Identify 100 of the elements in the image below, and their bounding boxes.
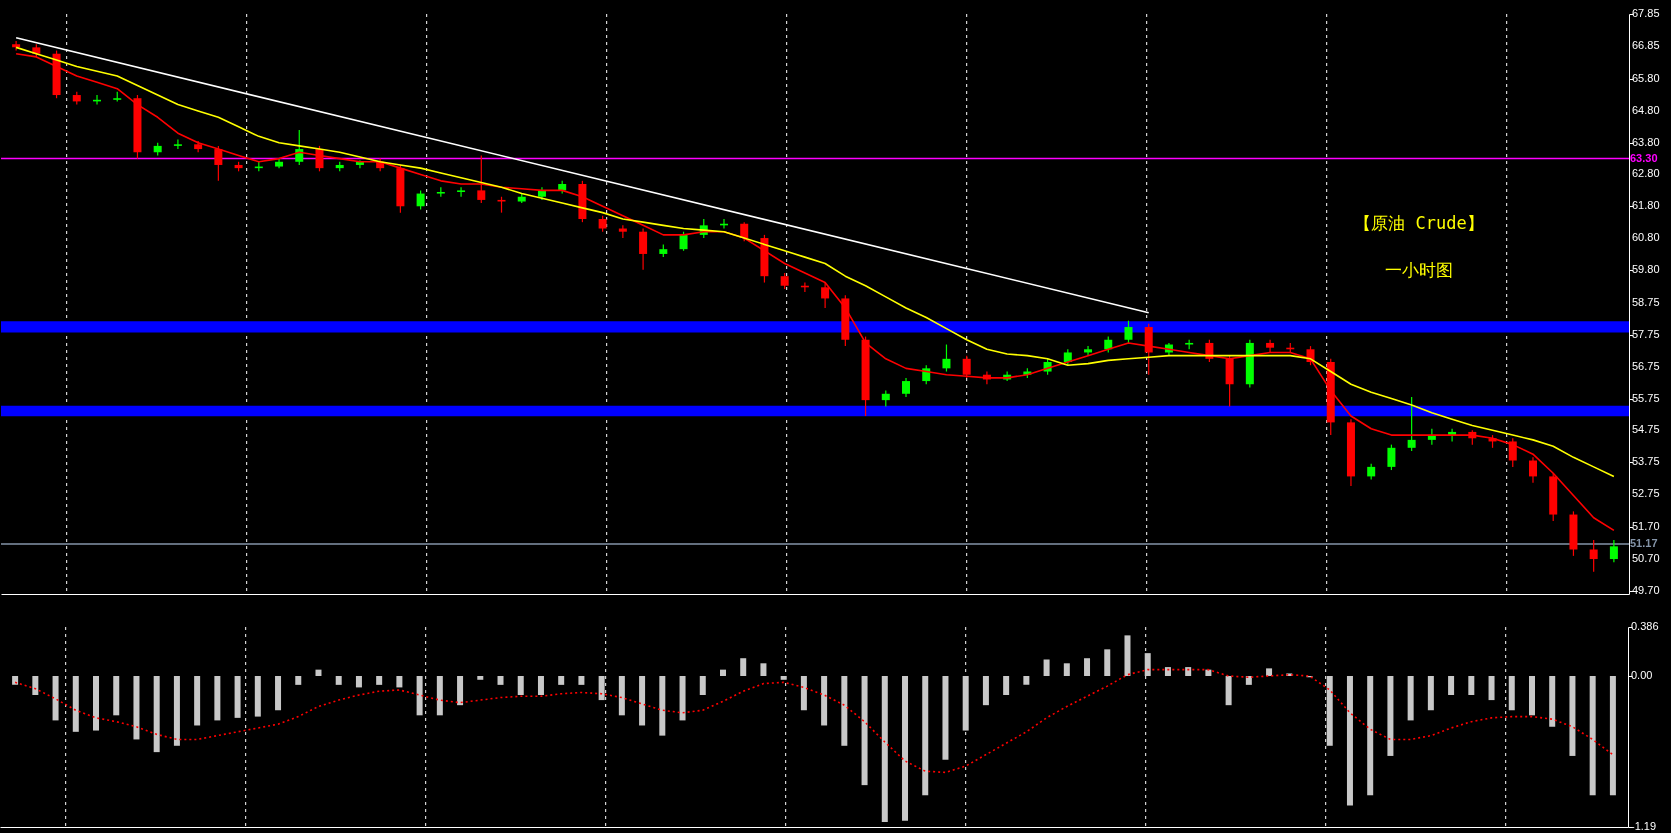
bar bbox=[1609, 675, 1616, 796]
bar bbox=[1205, 669, 1212, 676]
bar bbox=[1326, 675, 1333, 746]
bar bbox=[942, 675, 949, 760]
y-tick-label: 66.85 bbox=[1632, 38, 1660, 51]
bar bbox=[922, 675, 929, 796]
bar bbox=[902, 675, 909, 821]
bar bbox=[821, 675, 828, 726]
bar bbox=[1468, 675, 1475, 696]
bar bbox=[679, 675, 686, 721]
bar bbox=[578, 675, 585, 685]
bar bbox=[376, 675, 383, 685]
candlestick bbox=[1205, 339, 1214, 363]
bar bbox=[315, 669, 322, 676]
bar bbox=[1407, 675, 1414, 721]
bar bbox=[396, 675, 403, 688]
bar bbox=[32, 675, 39, 696]
bar bbox=[659, 675, 666, 736]
y-tick-label: 55.75 bbox=[1632, 391, 1660, 404]
y-tick-label: 0.386 bbox=[1631, 620, 1659, 632]
ref-line-label: 63.30 bbox=[1630, 151, 1658, 164]
bar bbox=[457, 675, 464, 706]
y-tick-label: 50.70 bbox=[1632, 552, 1660, 565]
y-tick-label: 64.80 bbox=[1632, 103, 1660, 116]
y-tick-label: 65.80 bbox=[1632, 72, 1660, 85]
bar bbox=[1387, 675, 1394, 756]
bar bbox=[234, 675, 241, 718]
bar bbox=[12, 675, 19, 685]
bar bbox=[1185, 667, 1192, 676]
bar bbox=[335, 675, 342, 685]
bar bbox=[254, 675, 261, 717]
y-tick-label: 59.80 bbox=[1632, 262, 1660, 275]
candlestick bbox=[1084, 345, 1093, 357]
bar bbox=[275, 675, 282, 711]
bar bbox=[214, 675, 221, 721]
bar bbox=[153, 675, 160, 753]
bar bbox=[841, 675, 848, 746]
bar bbox=[537, 675, 544, 696]
y-tick-label: 62.80 bbox=[1632, 167, 1660, 180]
bar bbox=[1346, 675, 1353, 806]
y-tick-label: 60.80 bbox=[1632, 231, 1660, 244]
bar bbox=[1549, 675, 1556, 727]
candlestick bbox=[1387, 444, 1396, 471]
bar bbox=[173, 675, 180, 746]
candlestick bbox=[639, 227, 648, 271]
bar bbox=[1164, 667, 1171, 676]
bar bbox=[1144, 653, 1151, 676]
candlestick bbox=[942, 343, 951, 373]
y-tick-label: 51.70 bbox=[1632, 520, 1660, 533]
y-tick-label: 54.75 bbox=[1632, 423, 1660, 436]
bar bbox=[740, 658, 747, 676]
bar bbox=[1084, 658, 1091, 676]
bar bbox=[1508, 675, 1515, 711]
y-tick-label: -1.19 bbox=[1631, 820, 1657, 832]
bar bbox=[93, 675, 100, 731]
annotation: 【原油 Crude】 bbox=[1354, 213, 1484, 233]
bar bbox=[133, 675, 140, 740]
bar bbox=[517, 675, 524, 696]
candlestick bbox=[173, 138, 182, 150]
bar bbox=[1367, 675, 1374, 796]
bar bbox=[618, 675, 625, 716]
bar bbox=[861, 675, 868, 786]
bar bbox=[295, 675, 302, 685]
bar bbox=[1266, 668, 1273, 676]
bar bbox=[416, 675, 423, 716]
candlestick bbox=[477, 154, 486, 204]
bar bbox=[1124, 635, 1131, 676]
bar bbox=[1448, 675, 1455, 696]
bar bbox=[497, 675, 504, 685]
candlestick bbox=[1407, 396, 1416, 452]
annotation: 一小时图 bbox=[1385, 260, 1453, 280]
bar bbox=[1488, 675, 1495, 701]
candlestick bbox=[1266, 339, 1275, 354]
candlestick bbox=[214, 145, 223, 182]
bar bbox=[962, 675, 969, 731]
bar bbox=[598, 675, 605, 701]
candlestick bbox=[12, 40, 21, 52]
candlestick bbox=[1124, 320, 1133, 344]
bar bbox=[1427, 675, 1434, 711]
bar bbox=[719, 669, 726, 676]
candlestick bbox=[1508, 437, 1517, 468]
candlestick bbox=[679, 231, 688, 252]
bar bbox=[780, 675, 787, 680]
candlestick bbox=[902, 377, 911, 398]
candlestick bbox=[1609, 539, 1618, 563]
y-tick-label: 49.70 bbox=[1632, 583, 1660, 596]
bar bbox=[113, 675, 120, 716]
y-tick-label: 67.85 bbox=[1632, 7, 1660, 19]
bar bbox=[355, 675, 362, 688]
candlestick bbox=[962, 355, 971, 379]
bar bbox=[1063, 663, 1070, 676]
bar bbox=[699, 675, 706, 696]
ref-line-label: 51.17 bbox=[1630, 537, 1658, 550]
y-tick-label: 61.80 bbox=[1632, 199, 1660, 212]
bar bbox=[881, 675, 888, 822]
candlestick bbox=[1589, 539, 1598, 573]
bar bbox=[1589, 675, 1596, 796]
y-tick-label: 57.75 bbox=[1632, 327, 1660, 340]
bar bbox=[1569, 675, 1576, 756]
y-tick-label: 53.75 bbox=[1632, 455, 1660, 468]
